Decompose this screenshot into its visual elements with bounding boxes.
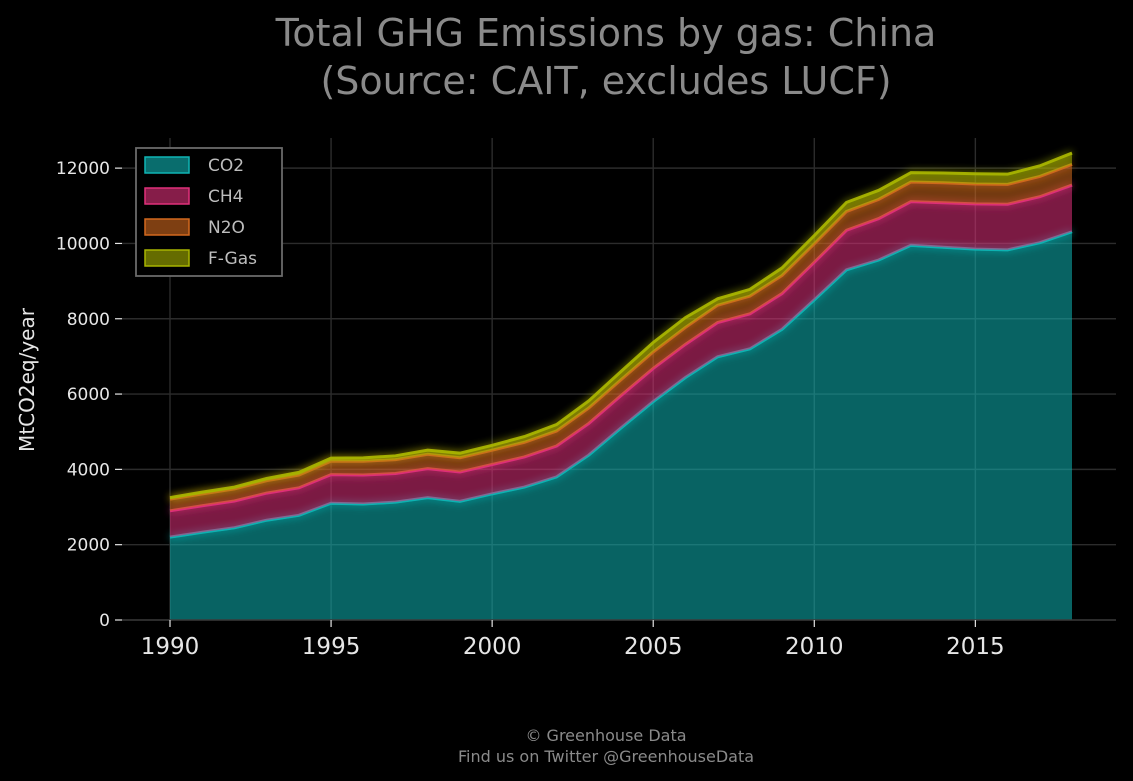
axes: 0 2000 4000 6000 8000 10000 12000 1990 1995 2000 2… <box>56 159 1116 660</box>
y-tick-label: 8000 <box>67 310 110 330</box>
legend-label-n2o: N2O <box>208 218 245 238</box>
x-tick-label: 2010 <box>785 634 844 660</box>
legend-label-f-gas: F-Gas <box>208 249 257 269</box>
chart-title-line2: (Source: CAIT, excludes LUCF) <box>320 59 891 103</box>
y-axis-label: MtCO2eq/year <box>15 307 39 452</box>
footer-twitter: Find us on Twitter @GreenhouseData <box>458 747 754 766</box>
y-tick-label: 4000 <box>67 460 110 480</box>
area-n2o <box>170 164 1072 511</box>
x-tick-label: 1990 <box>141 634 200 660</box>
y-tick-label: 10000 <box>56 234 110 254</box>
x-tick-label: 2005 <box>624 634 683 660</box>
x-tick-label: 2015 <box>946 634 1005 660</box>
x-tick-label: 1995 <box>302 634 361 660</box>
legend-swatch-f-gas <box>144 249 190 267</box>
y-tick-label: 6000 <box>67 385 110 405</box>
legend-swatch-n2o <box>144 218 190 236</box>
y-tick-label: 12000 <box>56 159 110 179</box>
footer-copyright: © Greenhouse Data <box>525 726 686 745</box>
chart-title-line1: Total GHG Emissions by gas: China <box>275 11 937 55</box>
legend-label-ch4: CH4 <box>208 187 243 207</box>
y-tick-label: 2000 <box>67 536 110 556</box>
legend-label-co2: CO2 <box>208 156 244 176</box>
legend: CO2 CH4 N2O F-Gas <box>135 147 283 277</box>
line-f-gas <box>169 151 1073 500</box>
area-ch4 <box>170 185 1072 538</box>
y-tick-label: 0 <box>99 611 110 631</box>
area-series-group <box>169 151 1073 620</box>
legend-swatch-ch4 <box>144 187 190 205</box>
area-co2 <box>170 231 1072 620</box>
legend-swatch-co2 <box>144 156 190 174</box>
x-tick-label: 2000 <box>463 634 522 660</box>
